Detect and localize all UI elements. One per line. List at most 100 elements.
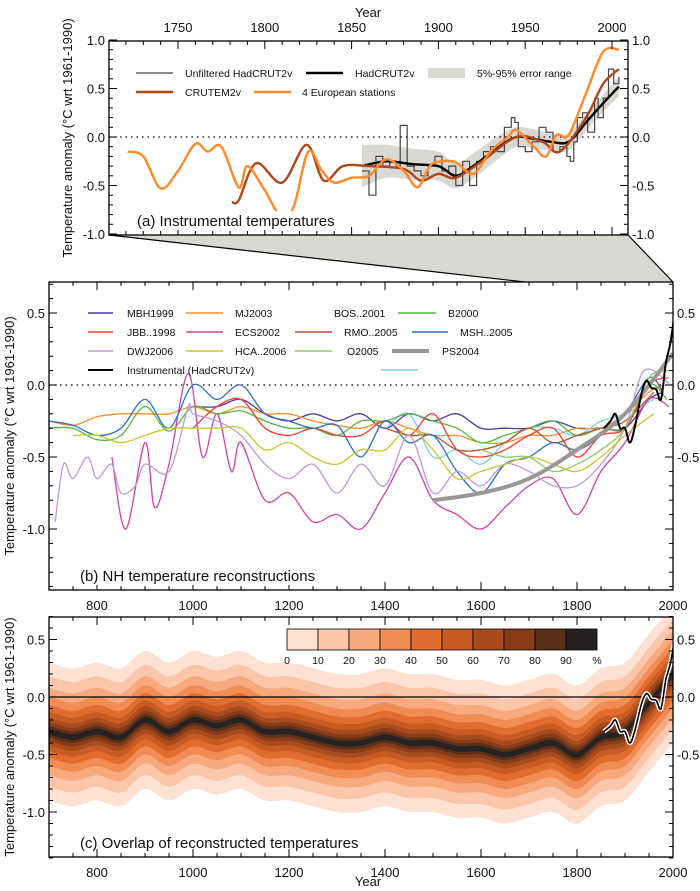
panel-label-bg [134, 211, 334, 230]
y-tick-label-left: 0.5 [27, 633, 45, 648]
series-line-instrumental-hadcrut2v- [603, 317, 673, 444]
plot-area [49, 617, 673, 824]
y-tick-label-left: -0.5 [23, 748, 45, 763]
y-tick-label-right: 0.0 [677, 690, 695, 705]
overlap-band-60 [49, 660, 673, 769]
colorbar: 0 10 20 30 40 50 60 70 80 90% [284, 628, 602, 667]
plot-area [49, 317, 673, 531]
y-tick-label-right: 0.0 [632, 130, 650, 145]
legend-label: BOS..2001 [334, 308, 386, 320]
y-tick-label-right: -0.5 [677, 748, 699, 763]
legend-label: HadCRUT2v [355, 68, 415, 80]
panel-title: (a) Instrumental temperatures [137, 213, 335, 230]
y-tick-label-right: 0.5 [632, 82, 650, 97]
x-tick-label: 1000 [179, 865, 208, 880]
legend-label: 4 European stations [302, 87, 395, 99]
colorbar-label: 20 [343, 655, 355, 667]
y-axis-title: Temperature anomaly (°C wrt 1961-1990) [2, 617, 17, 856]
x-tick-label: 2000 [598, 20, 627, 35]
colorbar-swatch [565, 628, 598, 651]
legend-label: MJ2003 [235, 308, 273, 320]
y-tick-label-left: 0.0 [87, 130, 105, 145]
legend-label: O2005 [347, 346, 379, 358]
y-tick-label-right: 0.5 [677, 633, 695, 648]
x-tick-label: 800 [86, 598, 108, 613]
instrumental-line [603, 644, 673, 744]
x-tick-label: 1200 [275, 865, 304, 880]
colorbar-swatch [286, 628, 319, 651]
y-axis: 0.5 0.0 -0.5 -1.0 0.5 0.0 -0.5 [23, 616, 699, 859]
x-tick-label: 1400 [371, 865, 400, 880]
x-tick-label: 800 [86, 865, 108, 880]
legend-label: HCA..2006 [235, 346, 287, 358]
series-line-b2000 [49, 383, 668, 444]
x-tick-label: 2000 [659, 865, 688, 880]
y-tick-label-left: 0.0 [27, 378, 45, 393]
y-tick-label-right: 1.0 [632, 33, 650, 48]
colorbar-label: 90 [560, 655, 572, 667]
legend-label: B2000 [448, 308, 479, 320]
y-tick-label-left: 0.0 [27, 690, 45, 705]
x-axis: 1750 1800 1850 1900 1950 2000 [125, 20, 627, 235]
y-axis: 0.5 0.0 -0.5 -1.0 0.5 0.0 -0.5 [23, 283, 699, 588]
panel-b: 800 1000 1200 1400 1600 1800 2000 0.5 0.0 -0.5 -1.… [2, 281, 699, 613]
y-tick-label-left: -1.0 [83, 227, 105, 242]
legend-label: ECS2002 [235, 327, 280, 339]
colorbar-label: 70 [498, 655, 510, 667]
legend-panel-a: Unfiltered HadCRUT2v HadCRUT2v 5%-95% erro… [136, 68, 572, 99]
plot-area [109, 46, 628, 221]
series-line-unfiltered-hadcrut2v [362, 68, 620, 196]
x-tick-label: 1750 [164, 20, 193, 35]
series-line-dwj2006 [54, 368, 671, 522]
colorbar-label: % [592, 655, 601, 667]
y-tick-label-left: 1.0 [87, 33, 105, 48]
series-line-msh-2005 [49, 376, 664, 494]
colorbar-label: 60 [467, 655, 479, 667]
x-axis: 800 1000 1200 1400 1600 1800 2000 [72, 282, 688, 613]
y-axis: 1.0 0.5 0.0 -0.5 -1.0 1.0 0.5 0.0 -0.5 -1.0 [83, 33, 655, 242]
y-tick-label-left: -1.0 [23, 805, 45, 820]
y-axis-title: Temperature anomaly (°C wrt 1961-1990) [60, 18, 75, 257]
x-tick-label: 1950 [511, 20, 540, 35]
x-tick-label: 1600 [467, 865, 496, 880]
y-tick-label-left: -0.5 [83, 179, 105, 194]
x-axis: 800 1000 1200 1400 1600 1800 2000 [72, 617, 688, 880]
legend-label: CRUTEM2v [185, 87, 242, 99]
panel-a: 1750 1800 1850 1900 1950 2000 1.0 0.5 0.0 -0.5 -1.… [60, 18, 654, 257]
legend-swatch [428, 68, 465, 78]
legend-label: PS2004 [442, 346, 480, 358]
overlap-band-90 [49, 671, 673, 758]
error-range-band [362, 76, 619, 189]
colorbar-label: 40 [405, 655, 417, 667]
x-axis-title-bottom: Year [355, 874, 382, 889]
y-tick-label-left: -1.0 [23, 522, 45, 537]
legend-label: 5%-95% error range [477, 68, 572, 80]
legend-label: JBB..1998 [127, 327, 176, 339]
series-line-ps2004 [432, 352, 673, 503]
y-tick-label-left: 0.5 [27, 306, 45, 321]
x-tick-label: 1850 [337, 20, 366, 35]
x-tick-label: 1900 [424, 20, 453, 35]
colorbar-swatch [317, 628, 350, 651]
zoom-wedge-outline [108, 234, 674, 283]
x-tick-label: 1800 [563, 865, 592, 880]
panel-label-bg [77, 566, 352, 585]
panel-c: 800 1000 1200 1400 1600 1800 2000 0.5 0.0 -0.5 -1.… [2, 616, 699, 880]
colorbar-swatch [379, 628, 412, 651]
legend-label: RMO..2005 [344, 327, 398, 339]
x-tick-label: 1400 [371, 598, 400, 613]
y-tick-label-right: 0.0 [677, 378, 695, 393]
legend-label: Instrumental (HadCRUT2v) [127, 365, 254, 377]
colorbar-label: 80 [529, 655, 541, 667]
y-tick-label-right: -0.5 [632, 179, 654, 194]
series-line-jbb-1998 [192, 377, 669, 458]
panel-title: (b) NH temperature reconstructions [80, 568, 315, 585]
x-tick-label: 1000 [179, 598, 208, 613]
y-tick-label-right: -1.0 [632, 227, 654, 242]
legend-panel-b: MBH1999 MJ2003 BOS..2001 B2000 JBB..1998 ECS2… [88, 308, 513, 377]
colorbar-swatch [503, 628, 536, 651]
x-tick-label: 2000 [659, 598, 688, 613]
colorbar-swatch [348, 628, 381, 651]
x-tick-label: 1200 [275, 598, 304, 613]
